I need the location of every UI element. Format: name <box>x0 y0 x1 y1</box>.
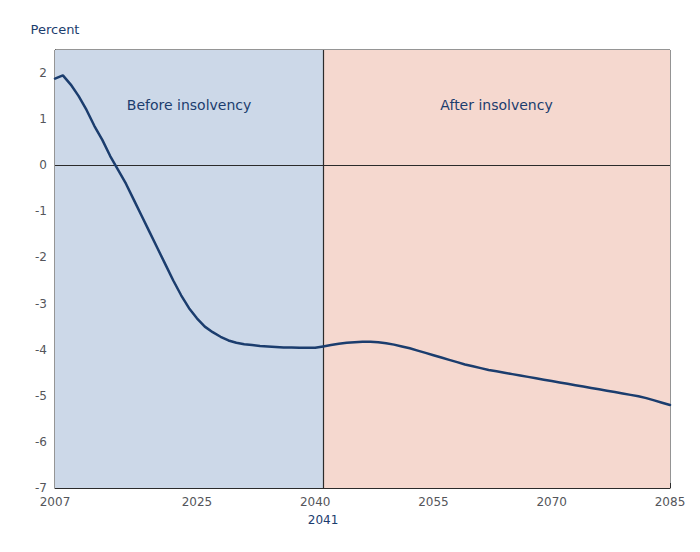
svg-text:2055: 2055 <box>418 495 449 509</box>
svg-text:2: 2 <box>39 66 47 80</box>
svg-text:-2: -2 <box>35 250 47 264</box>
svg-text:2040: 2040 <box>300 495 331 509</box>
svg-text:0: 0 <box>39 158 47 172</box>
svg-text:-3: -3 <box>35 297 47 311</box>
svg-text:-1: -1 <box>35 204 47 218</box>
svg-text:Percent: Percent <box>31 22 80 37</box>
svg-text:2085: 2085 <box>655 495 686 509</box>
svg-text:-5: -5 <box>35 389 47 403</box>
svg-text:1: 1 <box>39 112 47 126</box>
svg-text:2007: 2007 <box>40 495 71 509</box>
svg-text:-7: -7 <box>35 481 47 495</box>
svg-text:2041: 2041 <box>308 513 339 527</box>
svg-text:Before insolvency: Before insolvency <box>127 97 252 113</box>
svg-text:-4: -4 <box>35 343 47 357</box>
svg-text:-6: -6 <box>35 435 47 449</box>
svg-text:2025: 2025 <box>182 495 213 509</box>
svg-text:After insolvency: After insolvency <box>440 97 552 113</box>
svg-text:2070: 2070 <box>536 495 567 509</box>
